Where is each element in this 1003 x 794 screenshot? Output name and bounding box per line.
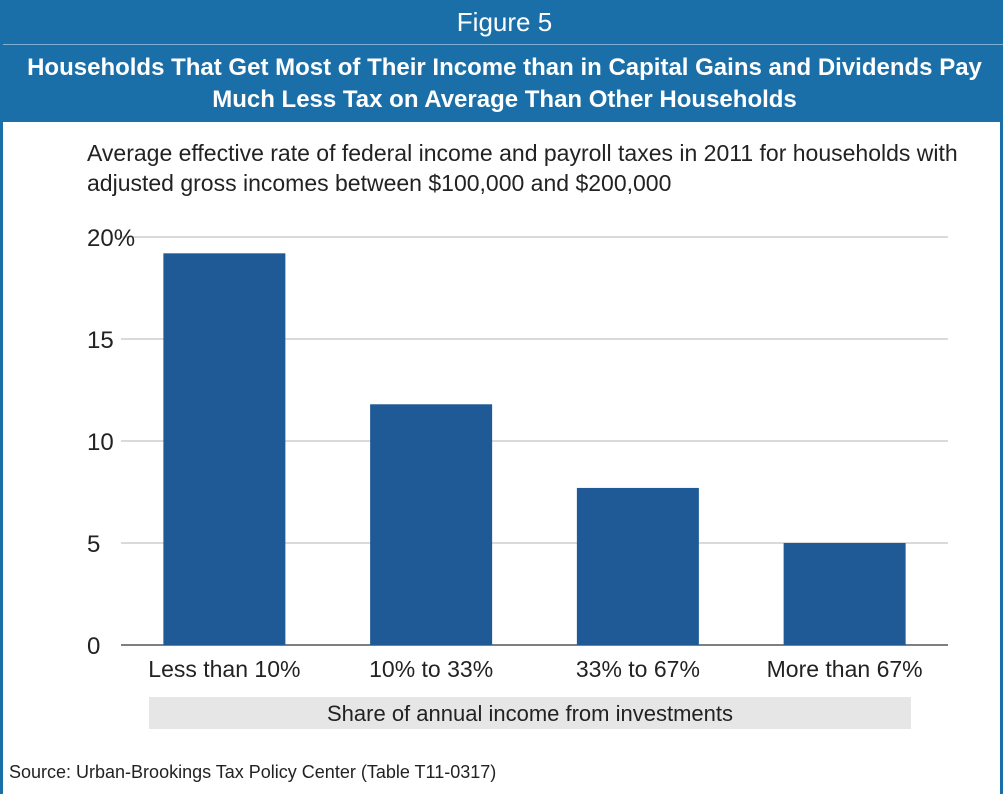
bars (163, 253, 906, 645)
bar-2 (370, 404, 493, 645)
y-tick-label: 0 (87, 633, 100, 660)
y-tick-label: 15 (87, 327, 114, 354)
y-axis-ticks: 0 5 10 15 20% (87, 225, 135, 660)
y-tick-label: 5 (87, 531, 100, 558)
source-note: Source: Urban-Brookings Tax Policy Cente… (9, 762, 497, 782)
x-tick-label: 33% to 67% (576, 656, 700, 682)
x-tick-label: Less than 10% (148, 656, 300, 682)
y-tick-label: 20% (87, 225, 135, 252)
bar-chart: 0 5 10 15 20% Less than 10% 10% to 33% 33% to … (87, 225, 948, 729)
chart-title: Average effective rate of federal income… (87, 140, 958, 196)
x-axis-label: Share of annual income from investments (327, 701, 733, 726)
x-axis-label-band (149, 697, 911, 729)
y-tick-label: 10 (87, 429, 114, 456)
figure-label: Figure 5 (3, 0, 1003, 45)
x-axis-ticks: Less than 10% 10% to 33% 33% to 67% More th… (148, 656, 922, 682)
bar-3 (576, 487, 699, 645)
bar-1 (163, 253, 286, 645)
figure-header: Figure 5 Households That Get Most of The… (3, 0, 1003, 122)
bar-4 (783, 543, 906, 645)
x-tick-label: 10% to 33% (369, 656, 493, 682)
x-tick-label: More than 67% (767, 656, 923, 682)
figure-title: Households That Get Most of Their Income… (27, 54, 982, 113)
